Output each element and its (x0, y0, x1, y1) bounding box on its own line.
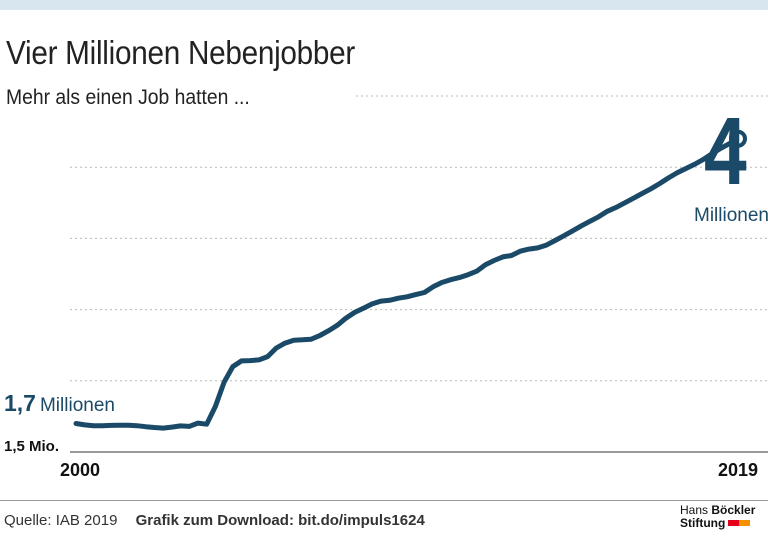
download-label: Grafik zum Download: (135, 512, 294, 529)
download-link[interactable]: bit.do/impuls1624 (298, 512, 425, 529)
logo-word-boeckler: Böckler (711, 503, 756, 517)
chart-subtitle: Mehr als einen Job hatten ... (6, 86, 250, 109)
footer-divider (0, 500, 768, 501)
hans-boeckler-logo: Hans Böckler Stiftung (680, 504, 755, 529)
logo-word-hans: Hans (680, 503, 709, 517)
grid-lines (70, 95, 768, 382)
y-axis-tick-label: 1,5 Mio. (4, 438, 60, 455)
logo-word-stiftung: Stiftung (680, 515, 726, 530)
end-point-marker (729, 129, 747, 148)
source-note: Quelle: IAB 2019 (4, 512, 118, 529)
series-group (73, 129, 747, 431)
x-axis-tick-end: 2019 (718, 460, 759, 480)
footer: Quelle: IAB 2019 Grafik zum Download: bi… (4, 512, 425, 529)
start-unit: Millionen (39, 395, 115, 416)
top-accent-bar (0, 0, 768, 10)
x-axis-tick-start: 2000 (60, 460, 101, 480)
end-unit: Millionen (694, 205, 768, 226)
chart-title: Vier Millionen Nebenjobber (6, 34, 356, 71)
start-value: 1,7 (4, 390, 36, 416)
end-value: 4 (704, 98, 747, 205)
start-value-label: 1,7 Millionen (4, 390, 115, 417)
series-line (73, 136, 741, 431)
logo-mark-icon (728, 520, 751, 527)
